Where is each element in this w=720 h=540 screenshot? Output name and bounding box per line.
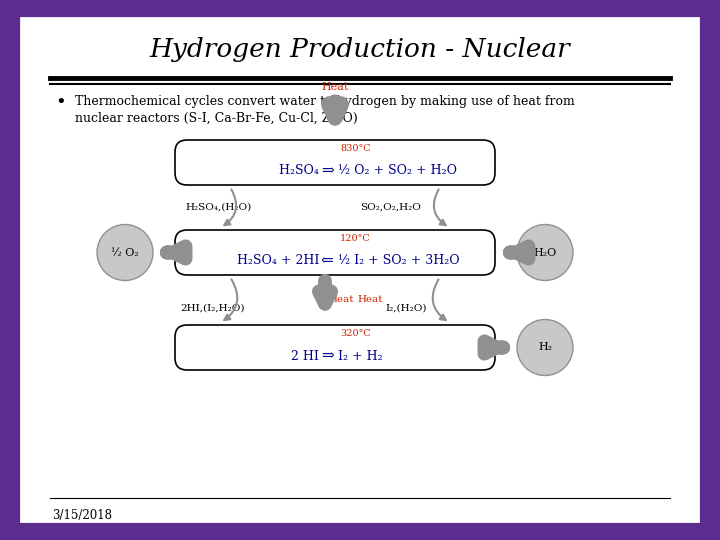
Text: SO₂,O₂,H₂O: SO₂,O₂,H₂O [360,203,421,212]
Text: 2 HI: 2 HI [291,349,327,362]
Text: Heat: Heat [357,295,382,305]
Text: Hydrogen Production - Nuclear: Hydrogen Production - Nuclear [150,37,570,63]
Text: ½ O₂ + SO₂ + H₂O: ½ O₂ + SO₂ + H₂O [330,165,457,178]
Text: ⇒: ⇒ [320,349,333,363]
Circle shape [517,320,573,375]
Circle shape [97,225,153,280]
FancyBboxPatch shape [175,140,495,185]
Text: H₂O: H₂O [534,247,557,258]
FancyBboxPatch shape [175,325,495,370]
Text: H₂SO₄ + 2HI: H₂SO₄ + 2HI [237,254,327,267]
Text: I₂ + H₂: I₂ + H₂ [330,349,382,362]
Text: 320°C: 320°C [340,329,371,338]
Text: nuclear reactors (S-I, Ca-Br-Fe, Cu-Cl, Zn-O): nuclear reactors (S-I, Ca-Br-Fe, Cu-Cl, … [75,111,358,125]
Text: Heat: Heat [321,82,348,92]
Text: H₂SO₄: H₂SO₄ [279,165,327,178]
Text: ½ I₂ + SO₂ + 3H₂O: ½ I₂ + SO₂ + 3H₂O [330,254,459,267]
Text: I₂,(H₂O): I₂,(H₂O) [385,303,426,313]
Text: ⇐: ⇐ [320,254,333,268]
Circle shape [517,225,573,280]
Text: 2HI,(I₂,H₂O): 2HI,(I₂,H₂O) [180,303,245,313]
Text: Heat: Heat [328,295,354,305]
Text: H₂SO₄,(H₂O): H₂SO₄,(H₂O) [185,203,251,212]
Text: 3/15/2018: 3/15/2018 [52,509,112,522]
FancyBboxPatch shape [175,230,495,275]
Text: 830°C: 830°C [340,144,371,153]
Text: Thermochemical cycles convert water to hydrogen by making use of heat from: Thermochemical cycles convert water to h… [75,96,575,109]
Text: ½ O₂: ½ O₂ [111,247,139,258]
Text: H₂: H₂ [538,342,552,353]
Text: 120°C: 120°C [340,234,371,243]
Text: ⇒: ⇒ [320,164,333,178]
Text: •: • [55,93,66,111]
